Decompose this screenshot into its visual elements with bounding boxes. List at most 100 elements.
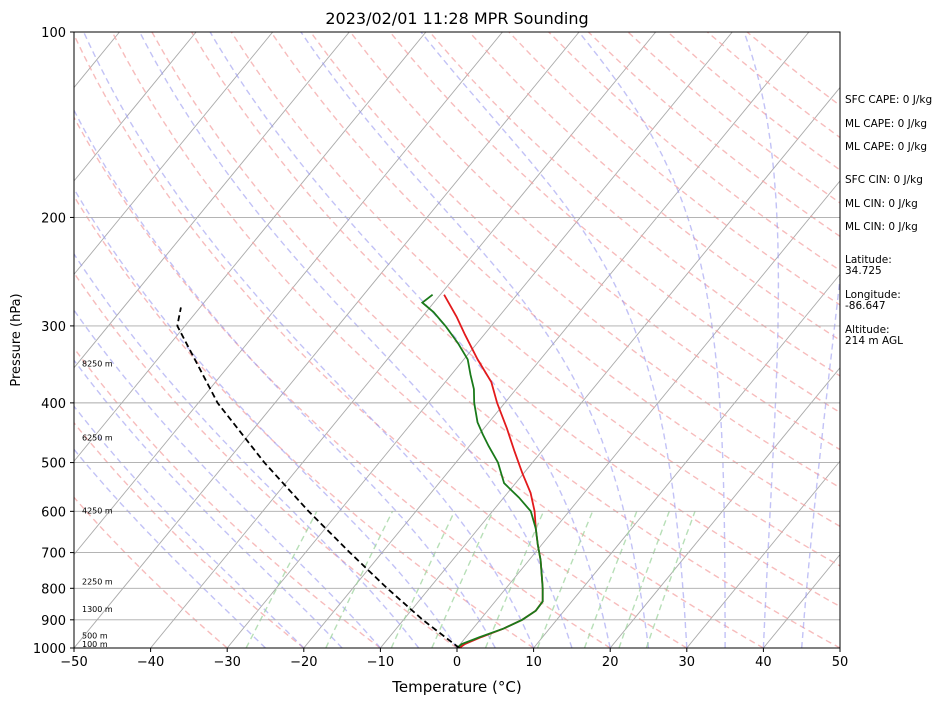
longitude-value: -86.647	[845, 300, 886, 312]
background-lines	[74, 32, 840, 648]
x-tick-label: 10	[525, 655, 542, 670]
x-tick-label: −20	[290, 655, 317, 670]
y-axis: 1000 900 800 700 600 500 400 300 200 100	[33, 26, 74, 657]
height-label: 1300 m	[82, 605, 113, 614]
dry-adiabat-line	[230, 32, 840, 567]
isotherm-line	[226, 32, 733, 648]
ml-cape-index: ML CAPE: 0 J/kg	[845, 118, 928, 130]
x-axis-label: Temperature (°C)	[391, 678, 521, 696]
moist-adiabat-line	[578, 32, 726, 648]
dry-adiabat-line	[508, 32, 840, 306]
moist-adiabat-line	[300, 32, 650, 648]
dry-adiabat-line	[74, 496, 228, 648]
moist-adiabat-line	[74, 448, 266, 648]
isotherm-line	[686, 460, 840, 648]
latitude-label: Latitude:	[845, 254, 892, 266]
y-tick-label: 300	[41, 320, 66, 335]
height-label: 100 m	[82, 640, 108, 649]
dry-adiabat-line	[191, 32, 840, 608]
height-label: 500 m	[82, 632, 108, 641]
ml-cin-index-2: ML CIN: 0 J/kg	[845, 221, 918, 233]
x-tick-label: 30	[679, 655, 696, 670]
moist-adiabat-line	[209, 32, 611, 648]
x-tick-label: 20	[602, 655, 619, 670]
isotherm-line	[74, 32, 274, 276]
dry-adiabat-line	[74, 115, 611, 648]
chart-title: 2023/02/01 11:28 MPR Sounding	[325, 9, 588, 28]
isotherm-line	[609, 367, 840, 648]
isotherm-line	[533, 273, 840, 648]
x-tick-label: 50	[832, 655, 849, 670]
parcel-profile-line	[176, 307, 460, 648]
dry-adiabat-line	[74, 33, 688, 648]
longitude-label: Longitude:	[845, 289, 901, 301]
mixing-ratio-line	[583, 511, 638, 648]
moist-adiabat-line	[74, 359, 343, 648]
x-tick-label: 40	[755, 655, 772, 670]
mixing-ratio-line	[645, 511, 696, 648]
y-tick-label: 600	[41, 505, 66, 520]
dry-adiabat-line	[389, 32, 840, 414]
dry-adiabat-line	[74, 271, 458, 648]
dewpoint-profile-line	[420, 293, 544, 648]
height-label: 2250 m	[82, 578, 113, 587]
moist-adiabat-line	[139, 32, 573, 648]
y-tick-label: 1000	[33, 642, 66, 657]
dry-adiabat-line	[111, 32, 764, 648]
x-tick-label: −50	[60, 655, 87, 670]
dry-adiabat-line	[74, 347, 381, 648]
y-tick-label: 400	[41, 397, 66, 412]
x-tick-label: 0	[453, 655, 461, 670]
isotherm-line	[74, 32, 580, 648]
sfc-cape-index: SFC CAPE: 0 J/kg	[845, 94, 933, 106]
isotherm-line	[150, 32, 657, 648]
dry-adiabat-line	[74, 194, 534, 648]
dry-adiabat-line	[270, 32, 840, 528]
mixing-ratio-line	[325, 510, 394, 648]
moist-adiabat-line	[83, 32, 535, 648]
isotherm-line	[74, 32, 197, 182]
height-label: 8250 m	[82, 359, 113, 368]
isotherm-line	[303, 32, 810, 648]
moist-adiabat-line	[74, 187, 458, 648]
mixing-ratio-line	[484, 511, 545, 648]
isotherm-line	[380, 86, 840, 648]
sounding-profiles	[176, 293, 544, 648]
y-tick-label: 100	[41, 26, 66, 41]
y-tick-label: 700	[41, 547, 66, 562]
mixing-ratio-line	[245, 510, 318, 648]
y-tick-label: 200	[41, 211, 66, 226]
dry-adiabat-line	[151, 32, 840, 648]
altitude-value: 214 m AGL	[845, 335, 903, 347]
moist-adiabat-line	[743, 32, 780, 648]
x-tick-label: −30	[213, 655, 240, 670]
height-label: 4250 m	[82, 506, 113, 515]
ml-cape-index-2: ML CAPE: 0 J/kg	[845, 141, 928, 153]
moist-adiabat-line	[420, 32, 688, 648]
moist-adiabat-line	[801, 272, 840, 648]
y-tick-label: 500	[41, 457, 66, 472]
moist-adiabat-line	[74, 308, 381, 648]
isotherm-line	[74, 32, 503, 556]
isotherm-line	[74, 32, 350, 369]
dry-adiabat-line	[310, 32, 840, 489]
ml-cin-index: ML CIN: 0 J/kg	[845, 198, 918, 210]
isotherm-line	[456, 180, 840, 648]
y-tick-label: 800	[41, 582, 66, 597]
x-tick-label: −40	[137, 655, 164, 670]
y-axis-label: Pressure (hPa)	[9, 293, 24, 386]
mixing-ratio-line	[618, 511, 670, 648]
height-label: 6250 m	[82, 433, 113, 442]
moist-adiabat-line	[74, 108, 496, 648]
x-tick-label: −10	[367, 655, 394, 670]
latitude-value: 34.725	[845, 265, 882, 277]
sfc-cin-index: SFC CIN: 0 J/kg	[845, 174, 923, 186]
isotherm-line	[74, 32, 427, 462]
moist-adiabat-line	[74, 405, 305, 648]
altitude-label: Altitude:	[845, 324, 890, 336]
y-tick-label: 900	[41, 614, 66, 629]
mixing-ratio-line	[390, 511, 456, 648]
dry-adiabat-line	[349, 32, 840, 451]
